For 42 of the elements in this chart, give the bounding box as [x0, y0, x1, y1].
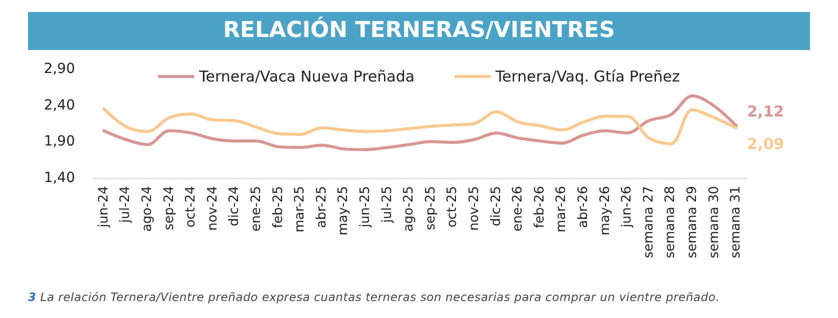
- x-tick-label: ago-24: [140, 186, 155, 232]
- line-series: [102, 94, 738, 152]
- legend-label: Ternera/Vaca Nueva Preñada: [198, 68, 415, 86]
- x-tick-label: feb-26: [532, 186, 548, 228]
- x-tick-label: jul-25: [380, 186, 395, 224]
- legend-label: Ternera/Vaq. Gtía Preñez: [494, 68, 680, 86]
- data-label: 2,09: [747, 134, 784, 153]
- y-tick-label: 1,90: [44, 134, 75, 150]
- x-tick-label: abr-25: [314, 186, 330, 228]
- x-tick-label: ene-25: [249, 186, 264, 232]
- x-tick-label: semana 31: [728, 186, 744, 258]
- x-tick-label: feb-25: [270, 186, 286, 228]
- x-tick-label: jun-24: [96, 186, 112, 228]
- text: 3 La relación Ternera/Vientre preñado expresa cuantas terneras son necesarias para comprar un vientre preñado.: [28, 290, 720, 304]
- x-tick-label: semana 30: [706, 186, 722, 258]
- x-tick-label: ene-26: [510, 186, 526, 232]
- chart-title: RELACIÓN TERNERAS/VIENTRES: [28, 12, 810, 50]
- x-tick-label: may-26: [598, 186, 613, 236]
- x-tick-label: jun-25: [358, 186, 373, 228]
- data-label: 2,12: [747, 102, 784, 121]
- x-tick-label: semana 29: [685, 186, 700, 258]
- x-tick-label: nov-25: [467, 186, 482, 231]
- x-tick-label: sep-24: [162, 186, 177, 230]
- y-tick-label: 1,40: [44, 170, 75, 186]
- x-tick-label: jul-24: [118, 186, 134, 224]
- x-tick-label: oct-25: [445, 186, 460, 228]
- x-tick-label: sep-25: [423, 186, 438, 230]
- line-series: [102, 107, 738, 146]
- x-tick-label: dic-25: [488, 186, 504, 226]
- x-tick-label: semana 28: [663, 186, 678, 258]
- y-tick-label: 2,40: [44, 97, 75, 114]
- x-tick-label: mar-25: [292, 186, 308, 232]
- x-tick-label: semana 27: [641, 186, 656, 258]
- x-tick-label: oct-24: [184, 186, 199, 228]
- x-tick-label: abr-26: [576, 186, 591, 228]
- x-tick-label: jun-26: [620, 186, 635, 228]
- y-tick-label: 2,90: [44, 61, 75, 77]
- x-tick-label: dic-24: [227, 186, 242, 226]
- x-tick-label: ago-25: [402, 186, 417, 232]
- x-tick-label: mar-26: [554, 186, 570, 232]
- x-tick-label: nov-24: [205, 186, 220, 231]
- x-tick-label: may-25: [336, 186, 352, 236]
